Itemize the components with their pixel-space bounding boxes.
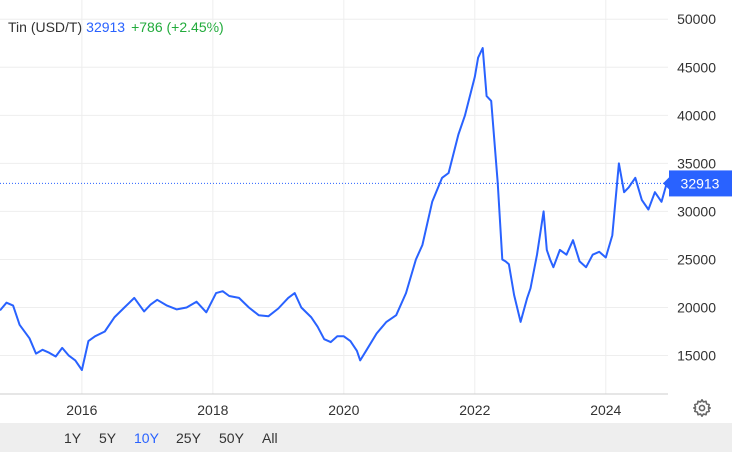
range-1y-button[interactable]: 1Y — [64, 430, 82, 446]
x-tick-label: 2016 — [66, 402, 97, 418]
y-tick-label: 20000 — [677, 300, 716, 316]
x-tick-label: 2024 — [590, 402, 621, 418]
x-tick-label: 2020 — [328, 402, 359, 418]
symbol-label: Tin (USD/T) — [8, 19, 83, 35]
range-5y-button[interactable]: 5Y — [99, 430, 117, 446]
y-tick-label: 15000 — [677, 348, 716, 364]
y-tick-label: 50000 — [677, 11, 716, 27]
y-tick-label: 25000 — [677, 251, 716, 267]
price-value: 32913 — [86, 19, 126, 35]
range-all-button[interactable]: All — [262, 430, 278, 446]
change-value: +786 (+2.45%) — [131, 19, 224, 35]
last-price-tag — [669, 170, 732, 197]
x-tick-label: 2022 — [459, 402, 490, 418]
range-10y-button[interactable]: 10Y — [134, 430, 159, 446]
range-25y-button[interactable]: 25Y — [176, 430, 201, 446]
gear-icon[interactable] — [692, 398, 712, 418]
y-tick-label: 30000 — [677, 203, 716, 219]
range-50y-button[interactable]: 50Y — [219, 430, 244, 446]
y-tick-label: 40000 — [677, 107, 716, 123]
last-price-tag-arrow — [663, 177, 669, 190]
x-tick-label: 2018 — [197, 402, 228, 418]
y-tick-label: 35000 — [677, 155, 716, 171]
chart-header: Tin (USD/T) 32913 +786 (+2.45%) — [8, 19, 224, 35]
last-price-tag-label: 32913 — [681, 175, 720, 191]
y-tick-label: 45000 — [677, 59, 716, 75]
range-selector: 1Y 5Y 10Y 25Y 50Y All — [0, 423, 732, 452]
price-series-line — [0, 47, 668, 371]
